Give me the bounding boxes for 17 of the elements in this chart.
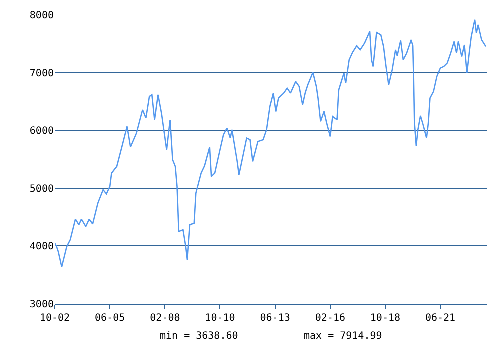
x-tick-label: 06-13 [260,313,290,324]
x-tick-label: 02-08 [150,313,180,324]
text: min = 3638.60 [160,331,238,342]
x-tick-label: 06-21 [425,313,456,324]
text: max = 7914.99 [304,331,382,342]
x-tick-label: 10-18 [370,313,401,324]
x-tick-label: 10-02 [40,313,70,324]
y-tick-label: 4000 [30,242,54,253]
y-tick-label: 6000 [30,126,54,138]
x-tick-label: 06-05 [95,313,126,324]
y-tick-label: 3000 [30,300,54,310]
y-tick-label: 8000 [30,10,54,22]
line-series [55,19,487,268]
y-tick-label: 7000 [30,68,54,80]
x-tick-label: 10-10 [205,313,236,324]
y-tick-label: 5000 [30,184,54,195]
x-tick-label: 02-16 [315,313,346,324]
